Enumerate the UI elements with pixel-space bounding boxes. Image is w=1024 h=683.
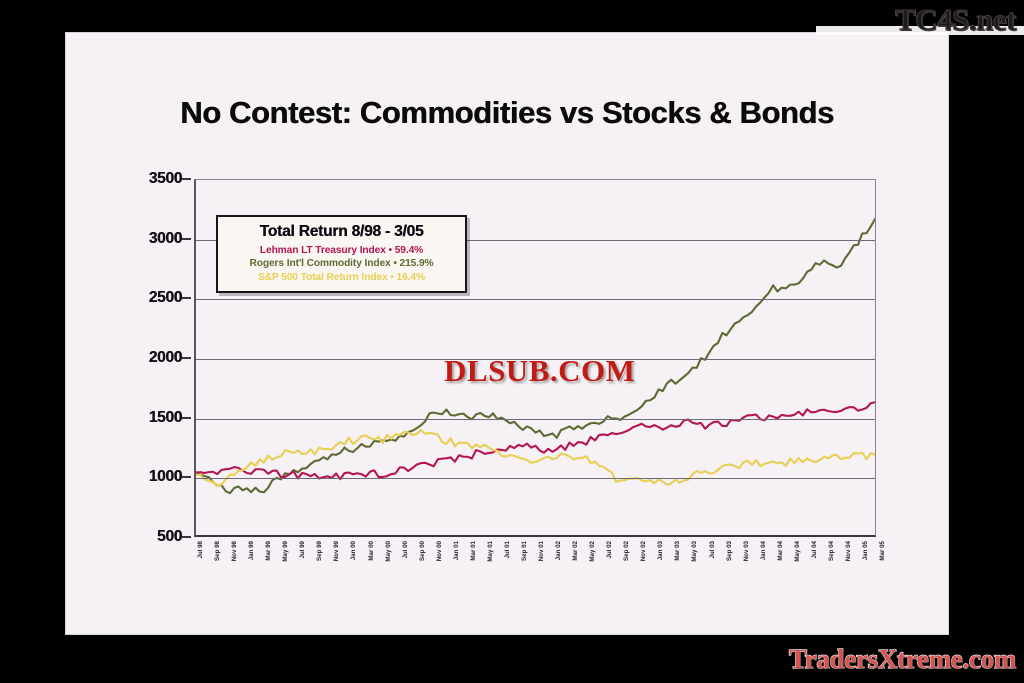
y-axis-tick-label: 3500	[148, 170, 183, 187]
y-axis-tick-label: 3000	[148, 229, 183, 247]
x-axis-tick-label: Mar 03	[674, 541, 682, 561]
y-axis-tick-label: 1000	[148, 468, 183, 486]
x-axis-tick-label: Nov 99	[333, 541, 341, 562]
x-axis-tick-label: Jul 03	[708, 541, 716, 559]
x-axis-tick-label: May 02	[589, 541, 597, 562]
chart-line-s-p-500-total-return-index	[196, 430, 875, 486]
x-axis-tick-label: Nov 98	[231, 541, 239, 562]
y-axis-tick-mark	[182, 237, 191, 240]
slide-card: No Contest: Commodities vs Stocks & Bond…	[66, 33, 948, 634]
x-axis-tick-label: Nov 01	[538, 541, 545, 562]
watermark-tc4s: TC4S.net	[895, 2, 1017, 38]
y-axis-tick-mark	[182, 476, 191, 479]
x-axis-tick-label: Mar 01	[469, 541, 477, 561]
gridline	[196, 239, 875, 241]
x-axis-tick-label: May 03	[691, 541, 699, 562]
y-axis-tick-mark	[182, 416, 191, 419]
watermark-band	[816, 26, 1024, 35]
x-axis-tick-label: May 01	[486, 541, 494, 562]
x-axis-tick-label: Jan 01	[452, 541, 460, 561]
x-axis-tick-label: Sep 00	[418, 541, 426, 561]
x-axis-tick-label: Jul 01	[503, 541, 511, 559]
x-axis-tick-label: Nov 00	[435, 541, 443, 562]
x-axis-tick-label: Sep 99	[316, 541, 324, 561]
x-axis-tick-label: May 00	[384, 541, 392, 562]
y-axis: 3500 3000 2500 2000 1500 1000 500	[66, 170, 191, 545]
y-axis-tick-label: 500	[157, 528, 182, 545]
x-axis: Jul 98 Sep 98 Nov 98 Jan 99 Mar 99 May 99 Jul …	[194, 539, 886, 597]
y-axis-tick-mark	[182, 357, 191, 359]
x-axis-tick-label: Nov 02	[640, 541, 648, 562]
gridline	[196, 478, 875, 480]
y-axis-tick-label: 1500	[148, 408, 183, 426]
x-axis-tick-label: Nov 04	[844, 541, 852, 562]
y-axis-tick-label: 2500	[148, 289, 183, 307]
y-axis-tick-mark	[182, 178, 191, 180]
x-axis-tick-label: Mar 05	[879, 541, 886, 561]
x-axis-tick-label: May 99	[282, 541, 290, 562]
x-axis-tick-label: Jan 00	[350, 541, 358, 561]
x-axis-tick-label: Jul 98	[197, 541, 204, 559]
x-axis-tick-label: Mar 04	[776, 541, 784, 561]
x-axis-tick-label: Mar 02	[572, 541, 580, 561]
x-axis-tick-label: Jan 99	[248, 541, 256, 561]
legend-title: Total Return 8/98 - 3/05	[259, 223, 424, 240]
x-axis-tick-label: Jan 02	[555, 541, 563, 561]
x-axis-tick-label: Nov 03	[742, 541, 750, 562]
chart-line-lehman-lt-treasury-index	[196, 402, 875, 479]
page-title: No Contest: Commodities vs Stocks & Bond…	[180, 95, 834, 130]
legend-item-rogers-commodity: Rogers Int'l Commodity Index • 215.9%	[249, 258, 434, 270]
gridline	[196, 359, 875, 360]
y-axis-tick-mark	[182, 536, 191, 538]
x-axis-tick-label: May 04	[793, 541, 801, 562]
x-axis-tick-label: Sep 02	[623, 541, 631, 561]
x-axis-tick-label: Jul 02	[606, 541, 614, 559]
legend-item-sp500: S&P 500 Total Return Index • 16.4%	[258, 271, 425, 283]
y-axis-tick-mark	[182, 297, 191, 300]
gridline	[196, 299, 875, 301]
x-axis-tick-label: Sep 04	[827, 541, 835, 561]
x-axis-tick-label: Jul 00	[401, 541, 409, 559]
x-axis-tick-label: Mar 99	[265, 541, 273, 561]
chart-line-rogers-int-l-commodity-index	[196, 219, 875, 493]
x-axis-tick-label: Jan 03	[657, 541, 665, 561]
x-axis-tick-label: Jan 04	[759, 541, 767, 561]
watermark-dlsub: DLSUB.COM	[443, 352, 636, 388]
chart-legend: Total Return 8/98 - 3/05 Lehman LT Treas…	[216, 215, 467, 294]
x-axis-tick-label: Mar 00	[367, 541, 375, 561]
legend-item-lehman-lt-treasury: Lehman LT Treasury Index • 59.4%	[259, 245, 424, 256]
x-axis-tick-label: Jul 04	[810, 541, 818, 559]
x-axis-tick-label: Sep 98	[214, 541, 222, 561]
x-axis-tick-label: Jul 99	[299, 541, 307, 559]
x-axis-tick-label: Jan 05	[861, 541, 869, 561]
x-axis-tick-label: Sep 03	[725, 541, 733, 561]
y-axis-tick-label: 2000	[148, 349, 183, 366]
watermark-tradersxtreme: TradersXtreme.com	[788, 643, 1017, 674]
gridline	[196, 418, 875, 420]
x-axis-tick-label: Sep 01	[520, 541, 528, 561]
